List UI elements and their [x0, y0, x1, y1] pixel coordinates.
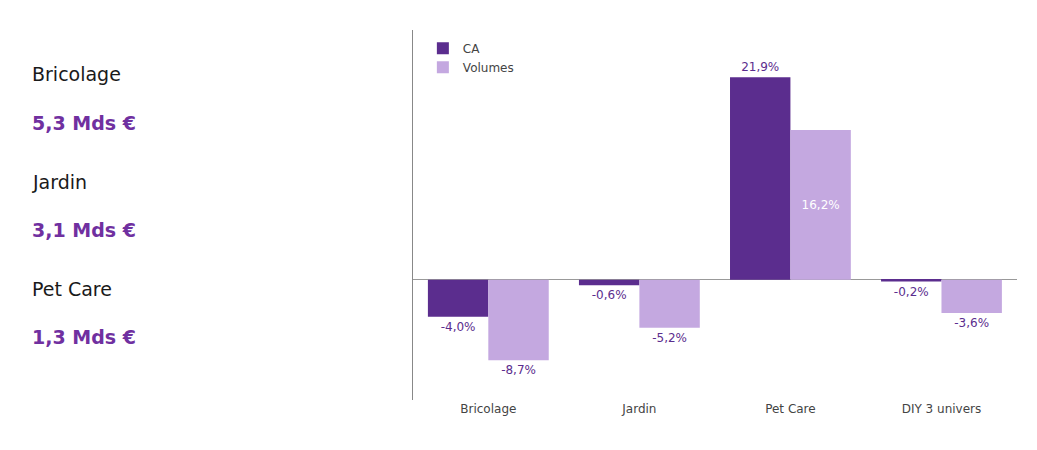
svg-text:-4,0%: -4,0%	[441, 320, 476, 334]
svg-text:Bricolage: Bricolage	[460, 402, 516, 416]
svg-text:Pet Care: Pet Care	[765, 402, 816, 416]
svg-text:Pet Care: Pet Care	[32, 278, 112, 300]
svg-text:3,1 Mds €: 3,1 Mds €	[32, 219, 136, 241]
svg-text:-0,6%: -0,6%	[592, 288, 627, 302]
svg-text:-5,2%: -5,2%	[652, 331, 687, 345]
svg-text:-8,7%: -8,7%	[501, 363, 536, 377]
svg-text:-3,6%: -3,6%	[954, 316, 989, 330]
svg-text:5,3 Mds €: 5,3 Mds €	[32, 112, 136, 134]
svg-text:CA: CA	[463, 42, 480, 56]
svg-text:DIY 3 univers: DIY 3 univers	[902, 402, 982, 416]
svg-text:1,3 Mds €: 1,3 Mds €	[32, 326, 136, 348]
svg-text:16,2%: 16,2%	[802, 198, 840, 212]
svg-text:Jardin: Jardin	[32, 171, 87, 193]
svg-text:Jardin: Jardin	[621, 402, 656, 416]
svg-text:21,9%: 21,9%	[741, 60, 779, 74]
svg-text:-0,2%: -0,2%	[894, 285, 929, 299]
svg-text:Volumes: Volumes	[463, 61, 514, 75]
svg-text:Bricolage: Bricolage	[32, 63, 121, 85]
